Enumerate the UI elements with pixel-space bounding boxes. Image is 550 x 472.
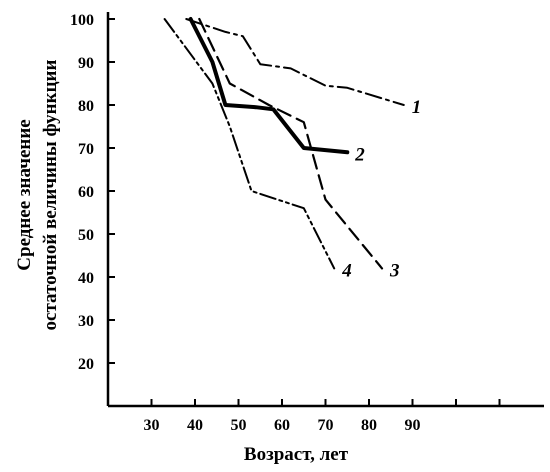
y-tick-label-90: 90 <box>78 55 94 72</box>
ticks: 20 30 40 50 60 70 80 90 100 30 40 50 60 70 80 90 <box>70 12 501 434</box>
series-label-2: 2 <box>354 144 365 165</box>
y-tick-label-80: 80 <box>78 98 94 115</box>
x-tick-label-90: 90 <box>405 417 421 434</box>
y-tick-label-70: 70 <box>78 141 94 158</box>
y-axis-label: Среднее значение остаточной величины фун… <box>14 60 61 331</box>
series-label-1: 1 <box>412 97 422 118</box>
series-label-4: 4 <box>341 260 352 281</box>
y-tick-label-20: 20 <box>78 356 94 373</box>
x-tick-label-80: 80 <box>361 417 377 434</box>
series-line-1 <box>185 18 405 106</box>
y-tick-label-50: 50 <box>78 227 94 244</box>
x-tick-label-60: 60 <box>274 417 290 434</box>
y-tick-label-30: 30 <box>78 313 94 330</box>
y-tick-label-40: 40 <box>78 270 94 287</box>
series-layer: 1 2 3 4 <box>163 17 422 281</box>
y-tick-label-60: 60 <box>78 184 94 201</box>
axes <box>106 12 544 408</box>
x-tick-label-40: 40 <box>187 417 203 434</box>
x-tick-label-50: 50 <box>231 417 247 434</box>
x-tick-label-30: 30 <box>144 417 160 434</box>
y-axis-label-line-2: остаточной величины функции <box>40 60 61 331</box>
series-line-2 <box>188 17 350 155</box>
series-label-3: 3 <box>389 260 400 281</box>
y-axis-label-line-1: Среднее значение <box>14 119 35 270</box>
x-axis-label: Возраст, лет <box>244 444 349 465</box>
x-tick-label-70: 70 <box>318 417 334 434</box>
series-line-4 <box>163 18 336 270</box>
series-line-3 <box>198 17 384 270</box>
y-tick-label-100: 100 <box>70 12 94 29</box>
